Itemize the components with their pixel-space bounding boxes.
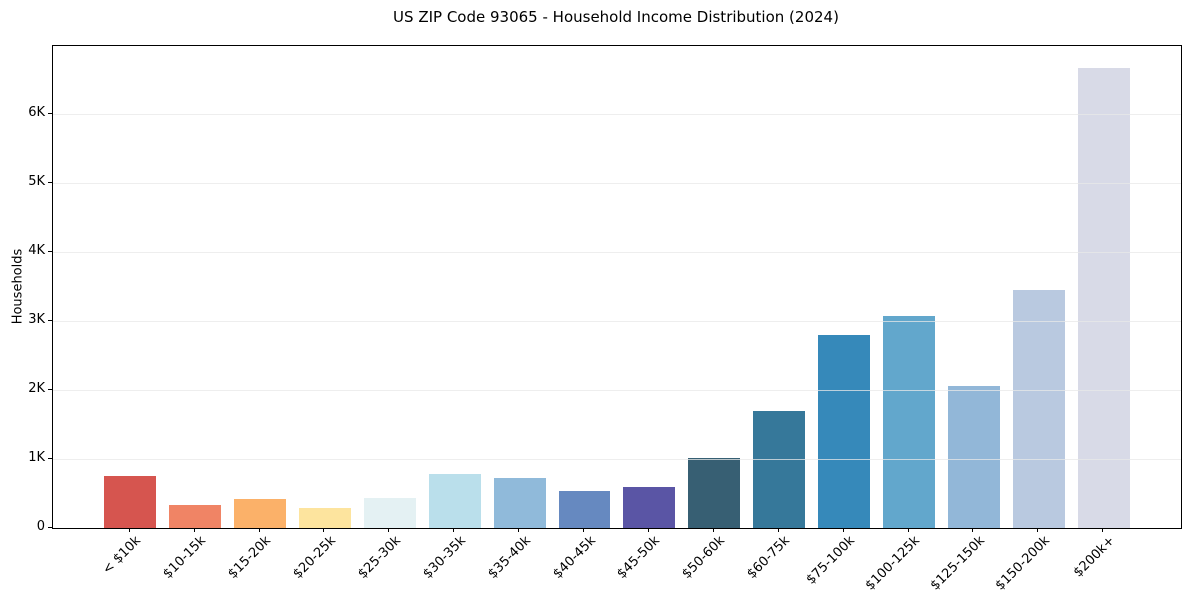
y-tick-mark: [48, 182, 52, 184]
y-tick-label: 0: [36, 519, 45, 534]
bar-$125-150k: [948, 385, 1000, 528]
bar-$15-20k: [234, 499, 286, 528]
x-tick-label: $10-15k: [160, 533, 210, 582]
y-tick-label: 5K: [28, 174, 45, 190]
x-tick-mark: [193, 528, 195, 532]
x-tick-mark: [453, 528, 455, 532]
bar-$20-25k: [298, 508, 351, 528]
x-tick-mark: [972, 528, 974, 532]
x-tick-label: $60-75k: [744, 533, 794, 582]
x-tick-label: $20-25k: [290, 533, 339, 582]
x-tick-label: $30-35k: [420, 533, 469, 582]
y-tick-mark: [48, 113, 52, 115]
x-tick-mark: [258, 528, 260, 532]
x-tick-mark: [712, 528, 714, 532]
y-tick-mark: [48, 458, 52, 460]
x-tick-mark: [128, 528, 130, 532]
bar-$100-125k: [883, 315, 935, 528]
x-tick-label: $45-50k: [614, 533, 664, 582]
x-tick-mark: [777, 528, 779, 532]
y-tick-label: 4K: [28, 243, 45, 259]
x-tick-label: $150-200k: [992, 533, 1053, 590]
bar-$40-45k: [558, 491, 611, 528]
x-tick-mark: [388, 528, 390, 532]
bar-$75-100k: [818, 334, 871, 528]
y-tick-label: 3K: [28, 312, 45, 328]
x-tick-label: < $10k: [100, 533, 145, 578]
x-tick-mark: [583, 528, 585, 532]
x-tick-mark: [907, 528, 909, 532]
x-tick-mark: [323, 528, 325, 532]
x-tick-label: $100-125k: [862, 533, 923, 590]
x-tick-mark: [647, 528, 649, 532]
gridline: [53, 183, 1181, 185]
bar-$150-200k: [1012, 290, 1065, 528]
x-tick-label: $200k+: [1070, 533, 1118, 581]
y-tick-mark: [48, 251, 52, 253]
gridline: [53, 390, 1181, 392]
gridline: [53, 252, 1181, 254]
x-tick-label: $25-30k: [355, 533, 404, 582]
bar-$200k+: [1077, 68, 1130, 528]
plot-area: [52, 45, 1182, 529]
bar-$25-30k: [363, 498, 416, 528]
bar-$60-75k: [753, 410, 806, 528]
bar-$35-40k: [493, 477, 546, 528]
x-tick-mark: [518, 528, 520, 532]
bar-$45-50k: [623, 486, 676, 528]
gridline: [53, 114, 1181, 116]
y-tick-label: 6K: [28, 105, 45, 121]
x-tick-label: $40-45k: [549, 533, 599, 582]
bar-$50-60k: [688, 457, 741, 528]
y-tick-mark: [48, 527, 52, 528]
gridline: [53, 321, 1181, 323]
x-tick-mark: [842, 528, 844, 532]
x-tick-label: $50-60k: [679, 533, 729, 582]
x-tick-label: $35-40k: [485, 533, 534, 582]
x-tick-label: $15-20k: [225, 533, 274, 582]
y-tick-label: 2K: [28, 381, 45, 397]
bar-< $10k: [104, 475, 157, 528]
x-tick-label: $125-150k: [927, 533, 988, 590]
bar-$30-35k: [428, 474, 481, 528]
x-tick-mark: [1037, 528, 1039, 532]
bar-$10-15k: [169, 505, 222, 528]
chart-title: US ZIP Code 93065 - Household Income Dis…: [393, 8, 839, 26]
y-tick-label: 1K: [28, 450, 45, 466]
y-tick-mark: [48, 389, 52, 391]
x-tick-mark: [1102, 528, 1104, 532]
y-tick-mark: [48, 320, 52, 322]
x-tick-label: $75-100k: [803, 533, 859, 588]
gridline: [53, 459, 1181, 461]
